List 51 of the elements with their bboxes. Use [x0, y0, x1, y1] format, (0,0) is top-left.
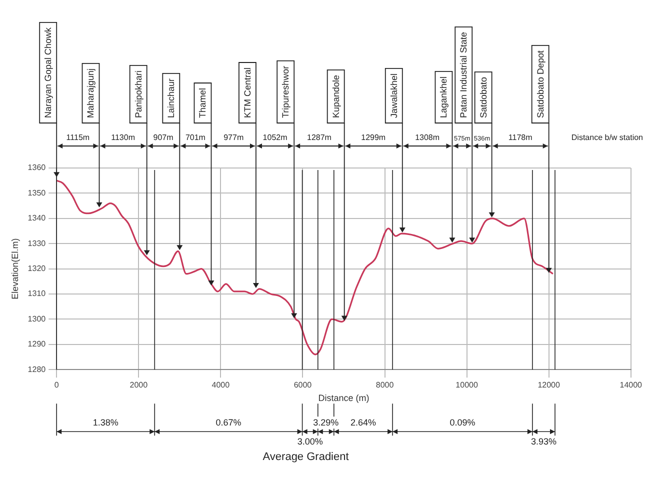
y-tick-label: 1300: [28, 314, 46, 324]
x-tick-label: 0: [54, 380, 60, 390]
x-tick-label: 10000: [456, 380, 478, 390]
x-tick-label: 4000: [212, 380, 230, 390]
text: 1.38%: [92, 418, 118, 428]
text: Average Gradient: [262, 451, 349, 464]
annotation: Satdobato: [478, 76, 488, 118]
annotation: Panipokhari: [133, 70, 144, 118]
x-tick-label: 2000: [130, 380, 148, 390]
text: Distance b/w station: [571, 133, 643, 142]
text: 3.93%: [530, 436, 556, 447]
text: 1287m: [306, 133, 332, 142]
text: 1308m: [415, 133, 440, 142]
text: 1178m: [508, 133, 533, 142]
y-tick-label: 1350: [28, 188, 46, 198]
annotation: Lainchaur: [166, 78, 176, 118]
text: 0.67%: [216, 418, 242, 428]
text: 1299m: [361, 133, 386, 142]
text: 907m: [153, 133, 174, 142]
annotation: KTM Central: [242, 67, 252, 118]
annotation: Maharajgunj: [86, 68, 96, 118]
annotation: Lagankhel: [438, 76, 449, 118]
x-tick-label: 14000: [620, 380, 643, 390]
y-tick-label: 1330: [28, 238, 46, 248]
x-axis-title: Distance (m): [318, 393, 370, 404]
annotation: Thamel: [198, 88, 208, 118]
text: 0.09%: [450, 418, 476, 428]
annotation: Narayan Gopal Chowk: [43, 26, 54, 118]
y-tick-label: 1310: [28, 289, 46, 298]
y-axis-title: Elevation(El.m): [10, 238, 20, 300]
y-tick-label: 1280: [28, 364, 46, 374]
annotation: Patan Industrial State: [458, 32, 469, 118]
text: 1052m: [262, 133, 288, 142]
y-tick-label: 1360: [28, 163, 46, 172]
text: 1130m: [111, 133, 136, 142]
y-tick-label: 1290: [28, 340, 46, 349]
annotation: Satdobato Depot: [535, 50, 546, 118]
text: 701m: [185, 133, 206, 142]
text: 977m: [224, 133, 244, 142]
y-tick-label: 1340: [28, 214, 46, 223]
x-tick-label: 6000: [294, 380, 312, 390]
text: 1115m: [66, 133, 90, 142]
x-tick-label: 12000: [538, 380, 561, 390]
text: 2.64%: [350, 418, 376, 428]
annotation: Jawalakhel: [388, 73, 399, 118]
x-tick-label: 8000: [376, 380, 394, 390]
y-tick-label: 1320: [28, 264, 46, 274]
text: 3.29%: [313, 418, 339, 428]
text: 3.00%: [297, 436, 323, 447]
annotation: Kupandole: [330, 74, 341, 118]
annotation: Tripureshwor: [280, 66, 291, 118]
